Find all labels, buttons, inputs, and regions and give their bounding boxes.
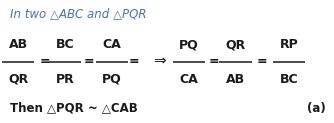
Text: BC: BC xyxy=(280,73,298,86)
Text: ⇒: ⇒ xyxy=(153,54,166,69)
Text: PQ: PQ xyxy=(102,73,122,86)
Text: In two △ABC and △PQR: In two △ABC and △PQR xyxy=(10,8,147,21)
Text: =: = xyxy=(83,55,94,68)
Text: QR: QR xyxy=(8,73,28,86)
Text: PQ: PQ xyxy=(179,38,199,51)
Text: CA: CA xyxy=(179,73,198,86)
Text: QR: QR xyxy=(225,38,245,51)
Text: PR: PR xyxy=(56,73,74,86)
Text: AB: AB xyxy=(9,38,28,51)
Text: BC: BC xyxy=(56,38,74,51)
Text: Then △PQR ~ △CAB: Then △PQR ~ △CAB xyxy=(10,102,138,115)
Text: CA: CA xyxy=(103,38,121,51)
Text: =: = xyxy=(208,55,219,68)
Text: =: = xyxy=(40,55,50,68)
Text: (a): (a) xyxy=(307,102,326,115)
Text: =: = xyxy=(257,55,268,68)
Text: =: = xyxy=(128,55,139,68)
Text: AB: AB xyxy=(226,73,245,86)
Text: RP: RP xyxy=(280,38,298,51)
